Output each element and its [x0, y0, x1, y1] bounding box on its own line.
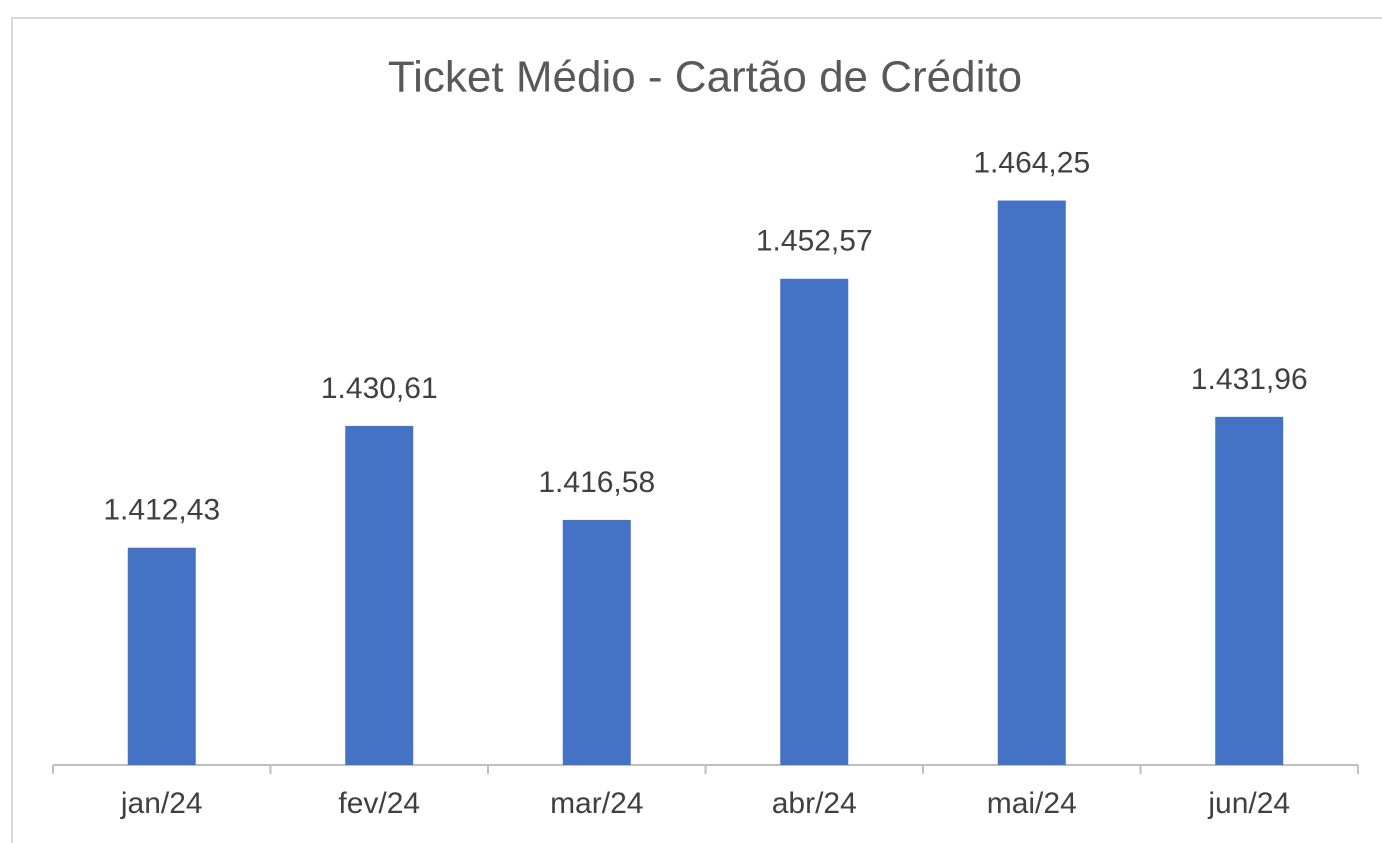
bar	[345, 425, 414, 765]
data-label: 1.464,25	[973, 146, 1090, 179]
chart-border	[11, 17, 1382, 843]
bar	[127, 547, 196, 765]
bar	[780, 278, 849, 765]
data-label: 1.431,96	[1191, 363, 1308, 396]
x-tick-label: fev/24	[338, 787, 420, 820]
chart-title: Ticket Médio - Cartão de Crédito	[388, 53, 1022, 102]
x-tick-label: abr/24	[772, 787, 857, 820]
x-tick-label: mai/24	[987, 787, 1077, 820]
bar	[562, 519, 631, 765]
x-tick-label: jun/24	[1207, 787, 1290, 820]
data-label: 1.452,57	[756, 225, 873, 258]
data-label: 1.430,61	[321, 372, 438, 405]
data-label: 1.412,43	[103, 494, 220, 527]
x-tick-label: jan/24	[120, 787, 203, 820]
data-label: 1.416,58	[538, 466, 655, 499]
bar	[997, 200, 1066, 765]
bar	[1215, 416, 1284, 765]
x-tick-label: mar/24	[550, 787, 643, 820]
